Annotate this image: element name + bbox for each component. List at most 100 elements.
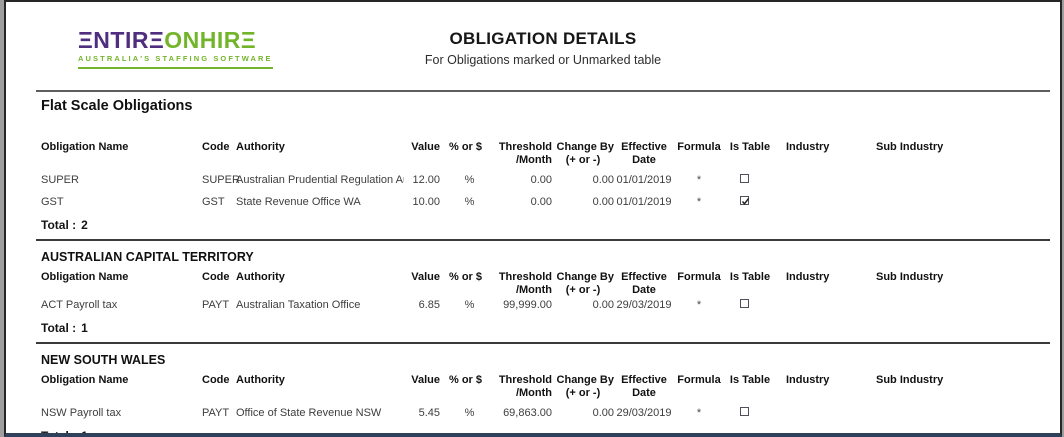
- logo-tagline: AUSTRALIA'S STAFFING SOFTWARE: [78, 54, 273, 69]
- cell-threshold: 69,863.00: [503, 407, 552, 419]
- section-heading: Flat Scale Obligations: [41, 98, 193, 114]
- logo-brand-entire: ΞNTIRΞ: [78, 27, 165, 53]
- cell-effective-date: 29/03/2019: [616, 299, 672, 311]
- cell-pct-or-dollar: %: [464, 174, 475, 186]
- is-table-checkbox: [739, 407, 749, 416]
- cell-is-table: [724, 405, 776, 427]
- section-flat-scale: Flat Scale Obligations Obligation Name C…: [36, 98, 1050, 241]
- report-page: ΞNTIRΞONHIRΞ AUSTRALIA'S STAFFING SOFTWA…: [4, 0, 1062, 437]
- section-act: AUSTRALIAN CAPITAL TERRITORY Obligation …: [36, 250, 1050, 344]
- cell-industry: [776, 172, 876, 194]
- is-table-checkbox: [739, 174, 749, 183]
- col-authority: Authority: [236, 271, 285, 283]
- col-industry: Industry: [786, 374, 830, 386]
- col-effective-date: Effective Date: [621, 141, 667, 166]
- col-formula: Formula: [677, 374, 721, 386]
- section-divider: [36, 239, 1050, 241]
- cell-effective-date: 01/01/2019: [616, 196, 672, 208]
- company-logo: ΞNTIRΞONHIRΞ AUSTRALIA'S STAFFING SOFTWA…: [78, 28, 273, 69]
- cell-change-by: 0.00: [592, 196, 614, 208]
- col-sub-industry: Sub Industry: [876, 271, 944, 283]
- cell-code: PAYT: [202, 299, 230, 311]
- col-formula: Formula: [677, 271, 721, 283]
- cell-effective-date: 01/01/2019: [616, 174, 672, 186]
- obligation-row: GST GST State Revenue Office WA 10.00 % …: [41, 194, 1050, 216]
- col-threshold: Threshold/Month: [498, 141, 552, 166]
- cell-industry: [776, 405, 876, 427]
- column-header-row: Obligation Name Code Authority Value % o…: [41, 141, 1050, 167]
- cell-sub-industry: [876, 194, 1016, 216]
- section-heading: AUSTRALIAN CAPITAL TERRITORY: [41, 250, 254, 264]
- col-effective-date: Effective Date: [621, 271, 667, 296]
- col-pct-or-dollar: % or $: [449, 271, 483, 283]
- cell-threshold: 99,999.00: [503, 299, 552, 311]
- cell-change-by: 0.00: [592, 299, 614, 311]
- col-industry: Industry: [786, 271, 830, 283]
- col-code: Code: [202, 374, 230, 386]
- cell-sub-industry: [876, 172, 1016, 194]
- logo-brand-onhire: ONHIRΞ: [164, 27, 257, 53]
- col-obligation-name: Obligation Name: [41, 141, 129, 153]
- col-industry: Industry: [786, 141, 830, 153]
- cell-pct-or-dollar: %: [464, 407, 475, 419]
- obligation-row: SUPER SUPER Australian Prudential Regula…: [41, 172, 1050, 194]
- cell-formula: *: [696, 196, 702, 208]
- report-title: OBLIGATION DETAILS: [449, 29, 637, 48]
- total-value: 1: [81, 429, 88, 437]
- total-label: Total :: [41, 218, 77, 232]
- check-icon: [741, 197, 749, 205]
- col-is-table: Is Table: [729, 271, 771, 283]
- col-authority: Authority: [236, 141, 285, 153]
- cell-effective-date: 29/03/2019: [616, 407, 672, 419]
- cell-is-table: [724, 172, 776, 194]
- col-change-by: Change By (+ or -): [556, 271, 614, 296]
- cell-sub-industry: [876, 405, 1016, 427]
- cell-value: 6.85: [418, 299, 440, 311]
- section-nsw: NEW SOUTH WALES Obligation Name Code Aut…: [36, 353, 1050, 437]
- total-value: 1: [81, 321, 88, 335]
- section-total: Total : 1: [36, 321, 1050, 336]
- obligation-row: NSW Payroll tax PAYT Office of State Rev…: [41, 405, 1050, 427]
- col-pct-or-dollar: % or $: [449, 374, 483, 386]
- cell-authority: Australian Taxation Office: [236, 299, 361, 311]
- col-is-table: Is Table: [729, 374, 771, 386]
- section-total: Total : 2: [36, 218, 1050, 233]
- cell-change-by: 0.00: [592, 174, 614, 186]
- section-heading: NEW SOUTH WALES: [41, 353, 166, 367]
- cell-formula: *: [696, 407, 702, 419]
- col-formula: Formula: [677, 141, 721, 153]
- cell-threshold: 0.00: [530, 174, 552, 186]
- col-is-table: Is Table: [729, 141, 771, 153]
- is-table-checkbox: [739, 196, 749, 205]
- cell-obligation-name: SUPER: [41, 174, 79, 186]
- logo-brand: ΞNTIRΞONHIRΞ: [78, 28, 273, 52]
- obligation-row: ACT Payroll tax PAYT Australian Taxation…: [41, 297, 1050, 319]
- column-header-row: Obligation Name Code Authority Value % o…: [41, 374, 1050, 400]
- cell-authority: Australian Prudential Regulation Au: [236, 174, 404, 186]
- col-effective-date: Effective Date: [621, 374, 667, 399]
- cell-code: PAYT: [202, 407, 230, 419]
- col-value: Value: [411, 141, 440, 153]
- col-value: Value: [411, 374, 440, 386]
- cell-pct-or-dollar: %: [464, 299, 475, 311]
- title-block: OBLIGATION DETAILS For Obligations marke…: [36, 29, 1050, 67]
- col-pct-or-dollar: % or $: [449, 141, 483, 153]
- col-threshold: Threshold/Month: [498, 271, 552, 296]
- cell-authority: State Revenue Office WA: [236, 196, 361, 208]
- col-sub-industry: Sub Industry: [876, 141, 944, 153]
- cell-code: SUPER: [202, 174, 240, 186]
- column-header-row: Obligation Name Code Authority Value % o…: [41, 271, 1050, 297]
- cell-industry: [776, 297, 876, 319]
- cell-obligation-name: NSW Payroll tax: [41, 407, 122, 419]
- cell-formula: *: [696, 299, 702, 311]
- total-label: Total :: [41, 321, 77, 335]
- report-subtitle: For Obligations marked or Unmarked table: [424, 53, 662, 67]
- report-header: ΞNTIRΞONHIRΞ AUSTRALIA'S STAFFING SOFTWA…: [36, 2, 1050, 88]
- col-threshold: Threshold/Month: [498, 374, 552, 399]
- cell-obligation-name: ACT Payroll tax: [41, 299, 118, 311]
- cell-is-table: [724, 194, 776, 216]
- cell-sub-industry: [876, 297, 1016, 319]
- cell-authority: Office of State Revenue NSW: [236, 407, 382, 419]
- section-total: Total : 1: [36, 429, 1050, 437]
- cell-code: GST: [202, 196, 225, 208]
